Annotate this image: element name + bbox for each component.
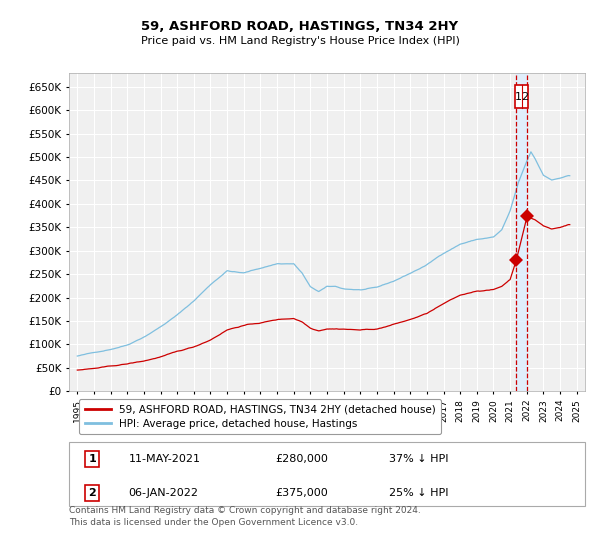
Legend: 59, ASHFORD ROAD, HASTINGS, TN34 2HY (detached house), HPI: Average price, detac: 59, ASHFORD ROAD, HASTINGS, TN34 2HY (de… (79, 399, 441, 434)
Text: 1: 1 (515, 92, 522, 102)
Text: £375,000: £375,000 (275, 488, 328, 498)
Text: 2: 2 (88, 488, 96, 498)
Text: 2: 2 (521, 92, 529, 102)
Text: 25% ↓ HPI: 25% ↓ HPI (389, 488, 448, 498)
FancyBboxPatch shape (69, 442, 585, 506)
Text: Price paid vs. HM Land Registry's House Price Index (HPI): Price paid vs. HM Land Registry's House … (140, 36, 460, 46)
Text: 59, ASHFORD ROAD, HASTINGS, TN34 2HY: 59, ASHFORD ROAD, HASTINGS, TN34 2HY (142, 20, 458, 32)
Text: 37% ↓ HPI: 37% ↓ HPI (389, 454, 448, 464)
Text: 11-MAY-2021: 11-MAY-2021 (128, 454, 200, 464)
FancyBboxPatch shape (515, 85, 528, 109)
Text: 1: 1 (88, 454, 96, 464)
Bar (516, 73, 527, 391)
Text: £280,000: £280,000 (275, 454, 328, 464)
Text: 06-JAN-2022: 06-JAN-2022 (128, 488, 199, 498)
Text: Contains HM Land Registry data © Crown copyright and database right 2024.
This d: Contains HM Land Registry data © Crown c… (69, 506, 421, 526)
